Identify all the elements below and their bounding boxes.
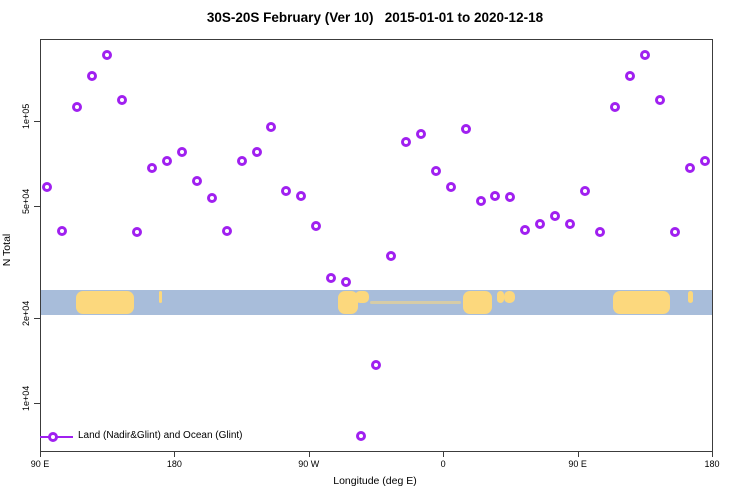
y-axis-tick bbox=[34, 403, 40, 404]
data-point-marker bbox=[161, 156, 172, 167]
data-point-marker bbox=[296, 191, 307, 201]
x-axis-tick-label: 90 E bbox=[568, 459, 587, 469]
data-point-marker bbox=[236, 156, 247, 167]
x-axis-tick bbox=[443, 451, 445, 457]
x-axis-tick-label: 90 E bbox=[30, 459, 50, 469]
data-point-marker bbox=[550, 211, 561, 222]
data-point-marker bbox=[654, 94, 665, 105]
land-patch-africa-east bbox=[496, 291, 505, 303]
land-patch-south-america bbox=[337, 291, 359, 314]
data-point-marker bbox=[176, 147, 187, 158]
data-point-marker bbox=[699, 156, 710, 167]
data-point-marker bbox=[639, 49, 650, 60]
data-point-marker bbox=[520, 224, 531, 235]
data-point-marker bbox=[251, 147, 262, 158]
data-point-marker bbox=[684, 163, 695, 174]
y-axis-tick bbox=[34, 121, 40, 122]
y-axis-tick-label: 2e+04 bbox=[21, 300, 31, 327]
data-point-marker bbox=[341, 276, 352, 287]
chart-title: 30S-20S February (Ver 10) 2015-01-01 to … bbox=[206, 10, 544, 25]
data-point-marker bbox=[117, 94, 128, 105]
data-point-marker bbox=[475, 196, 486, 207]
land-patch-australia bbox=[75, 291, 135, 314]
data-point-marker bbox=[371, 360, 381, 371]
x-axis-tick-label: 90 W bbox=[298, 459, 320, 469]
data-point-marker bbox=[445, 182, 456, 193]
data-point-marker bbox=[356, 430, 367, 441]
data-point-marker bbox=[490, 191, 501, 201]
data-point-marker bbox=[72, 102, 83, 113]
data-point-marker bbox=[42, 182, 53, 193]
y-axis-tick bbox=[34, 205, 40, 207]
x-axis-tick bbox=[40, 451, 41, 457]
x-axis-tick bbox=[308, 451, 310, 457]
x-axis-tick bbox=[577, 451, 579, 457]
x-axis-label: Longitude (deg E) bbox=[333, 475, 417, 487]
data-point-marker bbox=[206, 192, 217, 203]
land-patch-new-caledonia bbox=[688, 291, 693, 303]
land-patch-atlantic-streak bbox=[370, 301, 462, 304]
data-point-marker bbox=[430, 165, 441, 176]
legend-label: Land (Nadir&Glint) and Ocean (Glint) bbox=[78, 430, 243, 441]
plot-area bbox=[40, 39, 713, 452]
land-ocean-map-strip bbox=[41, 290, 712, 315]
data-point-marker bbox=[400, 137, 411, 148]
x-axis-tick-label: 180 bbox=[166, 459, 182, 469]
data-point-marker bbox=[87, 71, 98, 82]
land-patch-madagascar bbox=[503, 291, 515, 303]
y-axis-tick-label: 5e+04 bbox=[21, 188, 31, 214]
data-point-marker bbox=[57, 226, 68, 237]
data-point-marker bbox=[326, 273, 337, 284]
data-point-marker bbox=[505, 191, 516, 202]
land-patch-fiji bbox=[158, 291, 163, 303]
y-axis-tick bbox=[34, 318, 40, 320]
data-point-marker bbox=[595, 227, 605, 237]
y-axis-tick-label: 1e+04 bbox=[21, 385, 31, 411]
land-patch-south-america-east bbox=[355, 291, 369, 303]
data-point-marker bbox=[311, 221, 322, 232]
data-point-marker bbox=[132, 227, 143, 237]
data-point-marker bbox=[191, 175, 202, 186]
y-axis-label: N Total bbox=[1, 233, 13, 267]
data-point-marker bbox=[580, 185, 591, 196]
x-axis-tick-label: 0 bbox=[440, 459, 446, 469]
x-axis-tick bbox=[174, 451, 176, 457]
data-point-marker bbox=[102, 50, 113, 61]
x-axis-tick-label: 180 bbox=[704, 459, 720, 469]
data-point-marker bbox=[460, 123, 471, 134]
data-point-marker bbox=[415, 129, 426, 140]
data-point-marker bbox=[624, 71, 635, 82]
data-point-marker bbox=[221, 226, 232, 237]
data-point-marker bbox=[609, 102, 620, 113]
land-patch-africa bbox=[462, 291, 493, 314]
y-axis-tick-label: 1e+05 bbox=[21, 103, 31, 129]
land-patch-australia-2 bbox=[613, 291, 671, 314]
data-point-marker bbox=[385, 251, 396, 262]
data-point-marker bbox=[535, 219, 546, 230]
data-point-marker bbox=[281, 185, 292, 196]
data-point-marker bbox=[669, 227, 680, 237]
legend-circle-marker-icon bbox=[48, 432, 58, 442]
data-point-marker bbox=[565, 219, 576, 230]
data-point-marker bbox=[266, 122, 277, 133]
x-axis-tick bbox=[712, 451, 713, 457]
data-point-marker bbox=[147, 163, 157, 174]
